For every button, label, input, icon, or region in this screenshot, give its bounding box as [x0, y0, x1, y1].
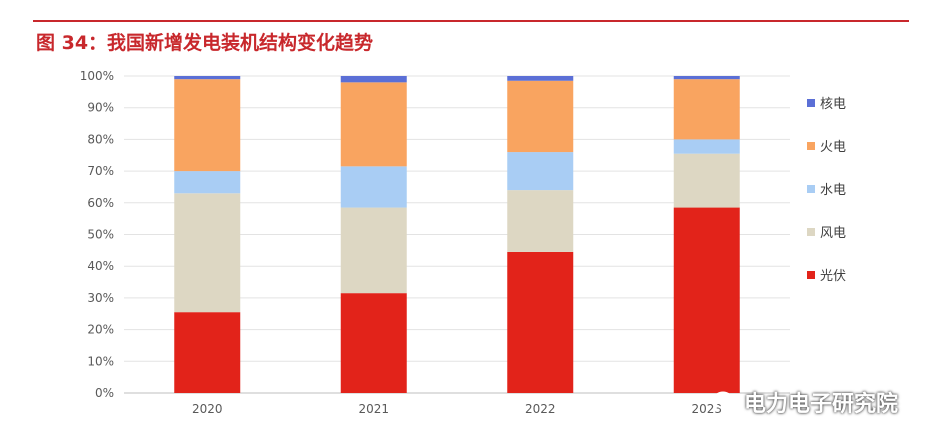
bar-segment: [673, 153, 740, 208]
legend-label: 核电: [820, 97, 846, 112]
y-tick-label: 30%: [87, 291, 114, 305]
legend-swatch: [807, 185, 815, 193]
y-tick-label: 10%: [87, 354, 114, 368]
bar-segment: [340, 166, 407, 208]
legend-label: 火电: [820, 140, 846, 155]
legend-label: 光伏: [820, 269, 846, 284]
bar-segment: [340, 293, 407, 393]
x-tick-label: 2022: [525, 402, 556, 416]
legend-label: 风电: [820, 226, 846, 241]
y-tick-label: 20%: [87, 323, 114, 337]
bar-segment: [673, 139, 740, 154]
y-tick-label: 50%: [87, 228, 114, 242]
bar-segment: [673, 207, 740, 393]
legend-swatch: [807, 271, 815, 279]
bar-segment: [340, 82, 407, 167]
bar-segment: [174, 312, 241, 393]
bar-segment: [174, 193, 241, 313]
watermark-text: 电力电子研究院: [744, 392, 899, 417]
y-tick-label: 60%: [87, 196, 114, 210]
figure-title: 图 34：我国新增发电装机结构变化趋势: [36, 32, 374, 54]
bar-segment: [340, 76, 407, 83]
bar-segment: [174, 171, 241, 194]
legend-swatch: [807, 228, 815, 236]
bar-segment: [340, 207, 407, 294]
bar-segment: [174, 76, 241, 80]
bar-segment: [507, 251, 574, 393]
bar-segment: [673, 79, 740, 140]
legend-label: 水电: [820, 183, 846, 198]
bar-segment: [174, 79, 241, 172]
bar-segment: [507, 190, 574, 252]
legend-swatch: [807, 99, 815, 107]
wechat-logo-icon: [713, 391, 737, 412]
y-tick-label: 0%: [95, 386, 114, 400]
y-tick-label: 40%: [87, 259, 114, 273]
legend-swatch: [807, 142, 815, 150]
title-rule: [33, 20, 909, 22]
watermark: 电力电子研究院: [712, 386, 898, 418]
bar-segment: [507, 76, 574, 81]
bar-segment: [507, 80, 574, 153]
x-tick-label: 2020: [192, 402, 223, 416]
bar-segment: [507, 152, 574, 191]
y-tick-label: 70%: [87, 164, 114, 178]
y-tick-label: 90%: [87, 101, 114, 115]
y-tick-label: 80%: [87, 132, 114, 146]
y-tick-label: 100%: [80, 69, 114, 83]
x-tick-label: 2021: [358, 402, 389, 416]
x-tick-label: 2023: [691, 402, 722, 416]
bar-segment: [673, 76, 740, 80]
